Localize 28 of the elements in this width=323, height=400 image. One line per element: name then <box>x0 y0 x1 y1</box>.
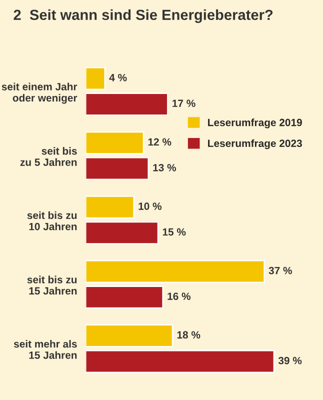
data-label: 13 % <box>153 164 176 172</box>
data-label: 39 % <box>278 356 302 364</box>
bar <box>86 156 150 180</box>
bar <box>86 324 174 348</box>
y-tick-label: seit bis zu 5 Jahren <box>20 147 77 166</box>
data-label: 18 % <box>177 331 200 339</box>
y-tick-label: seit einem Jahr oder weniger <box>2 82 78 104</box>
data-label: 10 % <box>138 202 162 210</box>
y-tick-label: seit mehr als 15 Jahren <box>14 340 77 359</box>
data-label: 17 % <box>172 100 196 108</box>
data-label: 37 % <box>268 266 292 274</box>
data-label: 4 % <box>109 74 127 82</box>
bar <box>86 221 159 244</box>
bar <box>86 131 144 154</box>
data-label: 15 % <box>162 228 186 236</box>
y-tick-label: seit bis zu 15 Jahren <box>27 276 77 295</box>
bar <box>86 66 106 90</box>
bar <box>86 92 168 116</box>
bar <box>86 196 135 219</box>
y-tick-label: seit bis zu 10 Jahren <box>27 211 77 230</box>
data-label: 16 % <box>168 292 191 300</box>
chart-title: 2 Seit wann sind Sie Energieberater? <box>14 9 273 23</box>
bar <box>86 286 164 309</box>
legend-label: Leserumfrage 2023 <box>208 139 302 150</box>
bar <box>86 260 266 284</box>
data-label: 12 % <box>148 138 172 146</box>
bar <box>86 350 275 374</box>
legend-label: Leserumfrage 2019 <box>208 118 302 128</box>
